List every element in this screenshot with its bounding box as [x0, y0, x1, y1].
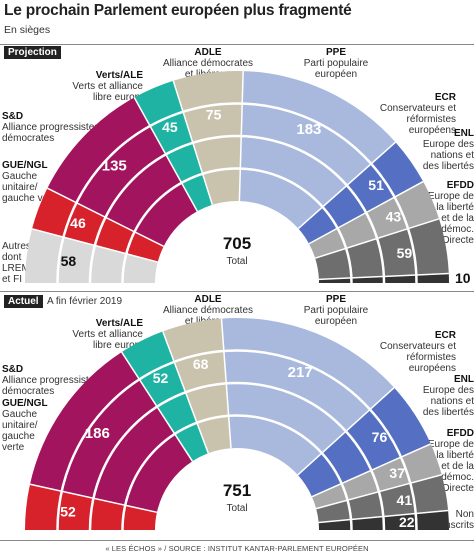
label-sd-2: S&D Alliance progressistes et démocrates — [2, 364, 111, 397]
seat-count-efdd: 41 — [397, 492, 413, 508]
seat-count-ecr: 76 — [372, 429, 388, 445]
seat-count-gue: 52 — [60, 504, 76, 520]
ring-separator — [121, 414, 353, 531]
section-date: A fin février 2019 — [47, 296, 123, 307]
ring-separator — [56, 102, 418, 284]
seat-count-ni: 22 — [399, 514, 415, 530]
section-label-projection: Projection — [4, 46, 61, 59]
group-separator — [31, 228, 158, 263]
label-efdd-1: EFDD Europe de la liberté et de la démoc.… — [427, 180, 474, 246]
label-ecr-1: ECR Conservateurs et réformistes européen… — [379, 92, 456, 136]
group-separator — [220, 318, 232, 449]
group-separator — [318, 272, 449, 281]
group-separator — [172, 80, 214, 206]
label-ppe-2: PPE Parti populaire européen — [303, 294, 369, 327]
label-gue-2: GUE/NGL Gauche unitaire/ gauche verte — [2, 398, 48, 453]
seat-wedge-verts — [121, 331, 209, 462]
group-separator — [133, 97, 198, 212]
group-separator — [318, 509, 449, 524]
seat-count-adle: 75 — [206, 107, 222, 123]
seat-count-ppe: 217 — [288, 364, 313, 381]
label-ecr-2: ECR Conservateurs et réformistes européen… — [379, 330, 456, 374]
group-separator — [297, 141, 396, 230]
seat-count-enl: 37 — [389, 465, 405, 481]
ring-separator — [88, 134, 386, 284]
label-ppe-1: PPE Parti populaire européen — [303, 47, 369, 80]
seat-count-ecr: 51 — [368, 177, 384, 193]
divider-top — [0, 44, 474, 45]
ring-separator — [88, 381, 386, 531]
section-label-actuel: Actuel — [4, 295, 43, 308]
group-separator — [297, 387, 395, 476]
seat-count-sd: 186 — [85, 425, 110, 442]
label-verts-1: Verts/ALE Verts et alliance libre europ. — [72, 70, 143, 103]
label-verts-2: Verts/ALE Verts et alliance libre europ. — [72, 318, 143, 351]
seat-count-efdd: 59 — [397, 245, 413, 261]
chart-subtitle: En sièges — [4, 24, 51, 36]
seat-count-enl: 43 — [386, 208, 402, 224]
seat-count-sd: 135 — [102, 157, 127, 174]
seat-wedge-sd — [47, 97, 198, 247]
label-enl-1: ENL Europe des nations et des libertés — [422, 128, 474, 172]
seat-wedge-ecr — [298, 142, 424, 244]
seat-count-ppe: 183 — [296, 121, 321, 138]
group-separator — [121, 351, 194, 462]
seat-count-adle: 68 — [193, 356, 209, 372]
seat-count-verts: 45 — [162, 119, 178, 135]
total-value: 705 — [223, 234, 251, 253]
seat-wedge-ecr — [297, 387, 431, 497]
label-gue-1: GUE/NGL Gauche unitaire/ gauche verte — [2, 160, 60, 204]
chart-title: Le prochain Parlement européen plus frag… — [4, 2, 352, 19]
hemicycle-1: 52 186 52 68 217 76 37 41 22 751 Total — [25, 318, 449, 530]
label-other-1: Autres, dont LREM et FI — [2, 241, 34, 285]
group-separator — [314, 218, 440, 259]
divider-middle — [0, 291, 474, 292]
total-value: 751 — [223, 481, 251, 500]
seat-wedge-ppe — [239, 71, 396, 229]
total-label: Total — [226, 256, 247, 267]
ring-separator — [121, 167, 353, 284]
seat-count-ni: 10 — [455, 270, 471, 286]
group-separator — [47, 187, 164, 248]
ring-separator — [56, 349, 418, 531]
total-label: Total — [226, 503, 247, 514]
source-credit: « LES ÉCHOS » / SOURCE : INSTITUT KANTAR… — [105, 544, 369, 553]
group-separator — [162, 331, 209, 454]
group-separator — [311, 443, 432, 498]
seat-wedge-sd — [29, 352, 193, 513]
seat-count-verts: 52 — [153, 370, 169, 386]
label-sd-1: S&D Alliance progressistes et démocrates — [2, 111, 111, 144]
group-separator — [238, 71, 244, 202]
label-efdd-2: EFDD Europe de la liberté et de la démoc.… — [427, 428, 474, 494]
group-separator — [29, 483, 158, 514]
group-separator — [308, 180, 424, 245]
label-enl-2: ENL Europe des nations et des libertés — [422, 374, 474, 418]
seat-count-gue: 46 — [70, 215, 86, 231]
seat-count-other: 58 — [61, 253, 77, 269]
seat-wedge-ppe — [221, 318, 395, 475]
group-separator — [315, 474, 442, 510]
divider-bottom — [0, 540, 474, 541]
label-ni-2: Non inscrits — [442, 509, 474, 531]
